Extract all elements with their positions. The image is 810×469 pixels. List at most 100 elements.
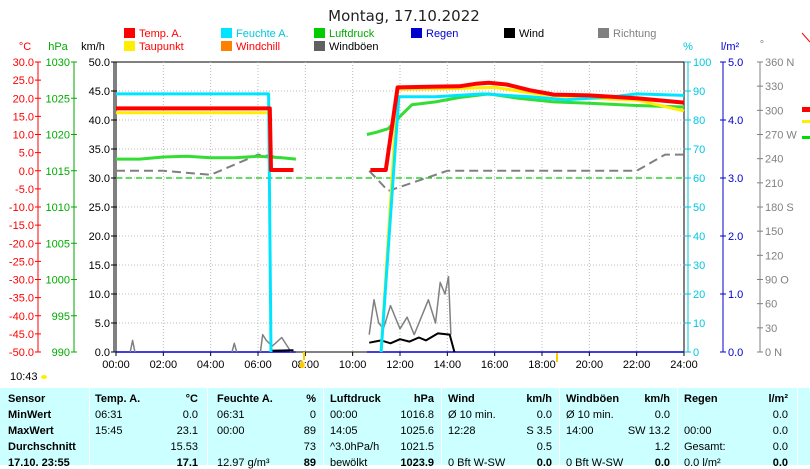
pressure-axis-tick-label: 1000: [46, 275, 70, 287]
temp-axis-tick-label: -35.0: [9, 293, 34, 305]
legend-swatch: [411, 28, 422, 38]
legend-swatch: [221, 41, 232, 51]
stats-cell-value: 0.0: [772, 441, 788, 453]
humidity-axis-tick-label: 40: [693, 231, 705, 243]
temp-axis-tick-label: -25.0: [9, 256, 34, 268]
direction-axis-tick-label: 90 O: [765, 275, 789, 287]
stats-col-unit: km/h: [644, 393, 670, 405]
legend-swatch: [221, 28, 232, 38]
unit-pressure: hPa: [48, 41, 68, 53]
temp-axis-tick-label: 0.0: [19, 166, 34, 178]
pressure-axis-tick-label: 1020: [46, 130, 70, 142]
stats-cell-value: 0.0: [654, 409, 670, 421]
stats-cell-value: 0.0: [772, 425, 788, 437]
stats-table: Sensor MinWert MaxWert Durchschnitt 17.10. 2…: [0, 388, 810, 469]
series-line: [116, 106, 294, 172]
humidity-axis-tick-label: 10: [693, 318, 705, 330]
rain-axis-tick-label: 4.0: [728, 115, 743, 127]
stats-cell-label: 0 Bft W-SW: [448, 457, 506, 469]
axis-unit-labels: °C hPa km/h% l/m² °: [19, 39, 764, 53]
wind-axis-tick-label: 45.0: [89, 86, 110, 98]
legend-label: Luftdruck: [329, 28, 375, 40]
direction-axis-tick-label: 120: [765, 250, 783, 262]
stats-col-unit: %: [306, 393, 316, 405]
legend-swatch: [124, 41, 135, 51]
stats-cell-label: 12:28: [448, 425, 476, 437]
direction-axis-tick-label: 270 W: [765, 130, 797, 142]
row-label: MaxWert: [8, 425, 54, 437]
pressure-axis-tick-label: 1025: [46, 93, 70, 105]
stats-cell-label: Ø 10 min.: [566, 409, 614, 421]
unit-rain: l/m²: [721, 41, 740, 53]
stats-cell-label: 0 Bft W-SW: [566, 457, 624, 469]
column-separator: [441, 388, 442, 465]
right-axes: 10090807060504030201005.04.03.02.01.00.0…: [685, 57, 797, 359]
wind-axis-tick-label: 25.0: [89, 202, 110, 214]
temp-axis-tick-label: -30.0: [9, 275, 34, 287]
temp-axis-tick-label: 20.0: [13, 93, 34, 105]
humidity-axis-tick-label: 70: [693, 144, 705, 156]
wind-axis-tick-label: 35.0: [89, 144, 110, 156]
stats-cell-label: 12.97 g/m³: [217, 457, 270, 469]
time-marker-icon: [41, 375, 47, 379]
series-luftdruck: [116, 92, 685, 161]
direction-axis-tick-label: 0 N: [765, 347, 782, 359]
stats-col-title: Regen: [684, 393, 718, 405]
stats-cell-label: 06:31: [95, 409, 123, 421]
series-line: [129, 339, 136, 353]
chart-title: Montag, 17.10.2022: [328, 7, 480, 25]
column-separator: [677, 388, 678, 465]
wind-axis-tick-label: 0.0: [95, 347, 110, 359]
wind-axis-tick-label: 15.0: [89, 260, 110, 272]
stats-col-title: Wind: [448, 393, 475, 405]
humidity-axis-tick-label: 80: [693, 115, 705, 127]
series-line: [116, 92, 273, 353]
legend-swatch: [124, 28, 135, 38]
unit-temp: °C: [19, 41, 31, 53]
legend: Temp. A. Feuchte A. Luftdruck Regen Wind Rich…: [124, 28, 656, 53]
direction-axis-tick-label: 330: [765, 81, 783, 93]
pressure-axis-tick-label: 1010: [46, 202, 70, 214]
stats-cell-label: 14:00: [566, 425, 594, 437]
stats-cell-label: 06:31: [217, 409, 245, 421]
pressure-axis-tick-label: 1005: [46, 238, 70, 250]
series-wind: [269, 332, 456, 353]
stats-cell-value: 1023.9: [400, 457, 434, 469]
stats-col-title: Windböen: [566, 393, 620, 405]
legend-label: Feuchte A.: [236, 28, 289, 40]
humidity-axis-tick-label: 50: [693, 202, 705, 214]
rain-axis-tick-label: 3.0: [728, 173, 743, 185]
series-line: [379, 92, 685, 353]
series-windb-en: [129, 275, 452, 353]
wind-axis-tick-label: 50.0: [89, 57, 110, 69]
stats-col-unit: °C: [185, 393, 198, 405]
legend-label: Windböen: [329, 41, 379, 53]
pressure-marker-icon: [802, 136, 810, 139]
dewpoint-marker-icon: [802, 120, 810, 123]
series-temp-a-: [116, 80, 685, 172]
time-marker-icon: [299, 360, 305, 370]
wind-axis-tick-label: 10.0: [89, 289, 110, 301]
unit-humidity: %: [683, 41, 693, 53]
stats-cell-value: 73: [303, 441, 316, 453]
stats-cell-value: 0.0: [182, 409, 198, 421]
series-line: [370, 80, 685, 172]
column-separator: [559, 388, 560, 465]
temp-axis-tick-label: 25.0: [13, 75, 34, 87]
weather-chart: Montag, 17.10.2022 Temp. A. Feuchte A. Luf…: [9, 7, 810, 371]
series-feuchte-a-: [116, 92, 685, 353]
pressure-axis-tick-label: 1015: [46, 166, 70, 178]
stats-cell-value: 17.1: [176, 457, 198, 469]
temp-axis-tick-label: -15.0: [9, 220, 34, 232]
stats-cell-label: 00:00: [217, 425, 245, 437]
current-time: 10:43: [10, 371, 38, 383]
time-bar: 10:43: [0, 368, 810, 388]
temp-axis-tick-label: -10.0: [9, 202, 34, 214]
temp-axis-tick-label: -5.0: [15, 184, 34, 196]
stats-col-title: Feuchte A.: [217, 393, 273, 405]
plot-grid: [115, 61, 685, 353]
edge-marker: [801, 32, 810, 43]
column-separator: [323, 388, 324, 465]
legend-swatch: [598, 28, 609, 38]
direction-axis-tick-label: 150: [765, 226, 783, 238]
